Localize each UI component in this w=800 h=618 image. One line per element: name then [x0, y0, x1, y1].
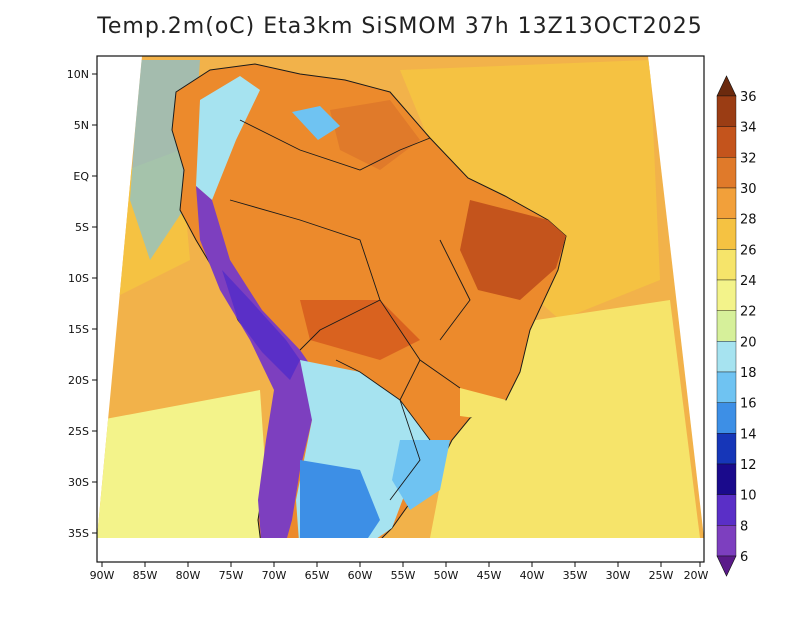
amazon-hot-zone	[330, 100, 420, 170]
lon-label: 90W	[90, 569, 115, 582]
colorbar-label: 32	[740, 151, 757, 166]
colorbar-max-arrow	[716, 75, 737, 97]
southeast-coast-mild-zone	[460, 388, 506, 420]
temperature-field	[97, 56, 704, 538]
colorbar-label: 22	[740, 305, 757, 320]
colorbar-label: 6	[740, 550, 748, 565]
lon-label: 70W	[262, 569, 287, 582]
lat-label: EQ	[73, 170, 89, 183]
lat-label: 35S	[68, 527, 89, 540]
colorbar-swatch	[716, 525, 737, 557]
map-frame	[96, 55, 705, 563]
southern-brazil-cool-zone	[392, 440, 450, 510]
colorbar-swatch	[716, 279, 737, 311]
lon-label: 60W	[348, 569, 373, 582]
colorbar-label: 18	[740, 366, 757, 381]
lat-label: 10S	[68, 272, 89, 285]
colorbar-swatches	[716, 75, 737, 577]
colorbar-label: 10	[740, 489, 757, 504]
lon-label: 35W	[563, 569, 588, 582]
lon-label: 50W	[434, 569, 459, 582]
northeast-brazil-hot-zone	[460, 200, 566, 300]
colorbar-label: 26	[740, 243, 757, 258]
lon-label: 30W	[606, 569, 631, 582]
colorbar-swatch	[716, 249, 737, 281]
colorbar-label: 12	[740, 458, 757, 473]
colorbar-swatch	[716, 126, 737, 158]
patagonia-cold-zone	[300, 460, 380, 538]
lat-label: 10N	[67, 68, 89, 81]
lat-label: 5N	[74, 119, 89, 132]
longitude-labels: 90W 85W 80W 75W 70W 65W 60W 55W 50W 45W …	[90, 569, 709, 582]
colorbar-label: 16	[740, 397, 757, 412]
country-borders	[229, 119, 471, 501]
lat-label: 25S	[68, 425, 89, 438]
atlantic-warm-field	[400, 60, 660, 320]
colorbar-label: 36	[740, 90, 757, 105]
colorbar-swatch	[716, 310, 737, 342]
lon-label: 65W	[305, 569, 330, 582]
colorbar-label: 34	[740, 121, 757, 136]
lon-label: 80W	[176, 569, 201, 582]
colorbar-label: 30	[740, 182, 757, 197]
guiana-highlands-cool-zone	[292, 106, 340, 140]
lon-label: 40W	[520, 569, 545, 582]
colorbar-swatch	[716, 95, 737, 127]
colorbar: 36 34 32 30 28 26 24 22 20 18 16 14 12 10 8 6	[716, 75, 757, 577]
lon-label: 85W	[133, 569, 158, 582]
northern-andes-cool-zone	[196, 76, 260, 200]
map-title: Temp.2m(oC) Eta3km SiSMOM 37h 13Z13OCT20…	[97, 14, 703, 39]
colorbar-label: 24	[740, 274, 757, 289]
colorbar-swatch	[716, 157, 737, 189]
latitude-labels: 10N 5N EQ 5S 10S 15S 20S 25S 30S 35S	[67, 68, 90, 540]
lon-label: 20W	[684, 569, 709, 582]
lat-label: 5S	[75, 221, 89, 234]
altiplano-cold-zone	[222, 270, 300, 380]
lat-label: 30S	[68, 476, 89, 489]
colorbar-swatch	[716, 402, 737, 434]
colorbar-swatch	[716, 341, 737, 373]
lon-label: 45W	[477, 569, 502, 582]
colorbar-label: 14	[740, 427, 757, 442]
colorbar-swatch	[716, 494, 737, 526]
colorbar-label: 8	[740, 519, 748, 534]
colorbar-swatch	[716, 463, 737, 495]
lon-label: 25W	[649, 569, 674, 582]
colorbar-labels: 36 34 32 30 28 26 24 22 20 18 16 14 12 10 8 6	[740, 90, 757, 565]
lon-label: 55W	[391, 569, 416, 582]
colorbar-label: 20	[740, 335, 757, 350]
lon-label: 75W	[219, 569, 244, 582]
lat-label: 20S	[68, 374, 89, 387]
lat-label: 15S	[68, 323, 89, 336]
latitude-ticks	[92, 73, 97, 534]
colorbar-swatch	[716, 371, 737, 403]
south-pacific-cool-field	[97, 390, 270, 538]
longitude-ticks	[101, 562, 701, 567]
colorbar-swatch	[716, 187, 737, 219]
colorbar-label: 28	[740, 213, 757, 228]
colorbar-swatch	[716, 433, 737, 465]
colorbar-min-arrow	[716, 555, 737, 577]
colorbar-swatch	[716, 218, 737, 250]
